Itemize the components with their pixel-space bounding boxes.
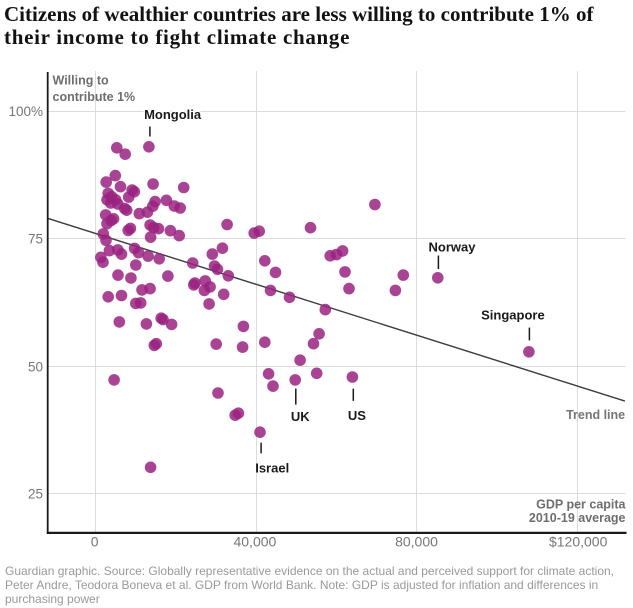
svg-text:Israel: Israel <box>255 461 289 476</box>
svg-text:0: 0 <box>91 534 99 550</box>
svg-text:$120,000: $120,000 <box>549 534 608 550</box>
svg-text:50: 50 <box>28 359 43 374</box>
svg-text:US: US <box>348 408 366 423</box>
svg-text:GDP per capita: GDP per capita <box>536 498 626 512</box>
svg-text:40,000: 40,000 <box>233 534 276 550</box>
svg-text:contribute 1%: contribute 1% <box>53 90 136 104</box>
svg-text:Mongolia: Mongolia <box>144 107 202 122</box>
svg-text:25: 25 <box>28 486 43 501</box>
svg-text:UK: UK <box>291 409 310 424</box>
svg-text:100%: 100% <box>8 104 43 119</box>
svg-text:2010-19 average: 2010-19 average <box>529 511 626 525</box>
svg-text:Singapore: Singapore <box>481 308 545 323</box>
svg-text:Trend line: Trend line <box>566 408 625 422</box>
svg-text:80,000: 80,000 <box>395 534 438 550</box>
svg-text:75: 75 <box>28 231 43 246</box>
svg-text:Willing to: Willing to <box>53 73 109 87</box>
svg-text:Norway: Norway <box>429 240 477 255</box>
